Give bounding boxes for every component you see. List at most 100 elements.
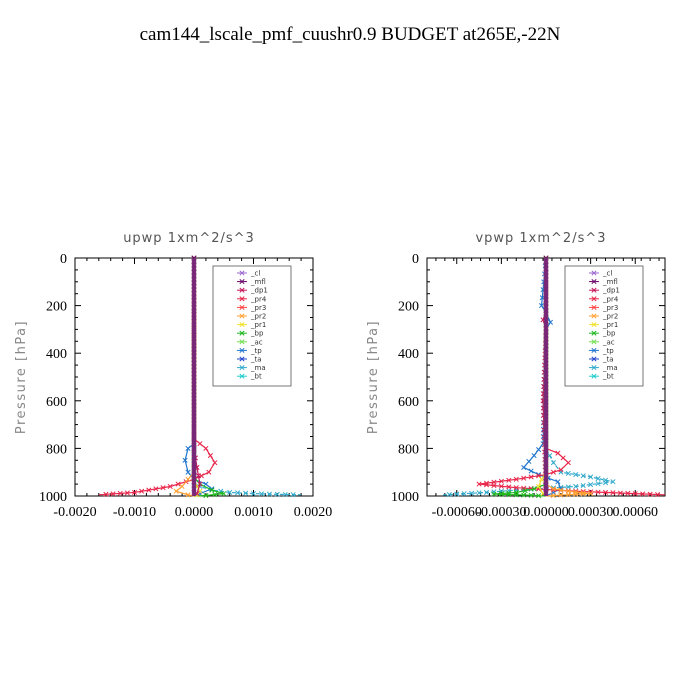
data-point-pr4 [558,467,564,473]
data-point-pr4 [647,491,653,497]
x-tick-label: -0.0020 [53,505,96,520]
y-tick-label: 600 [398,395,419,410]
data-point-tp [538,303,545,309]
legend-label: _ta [250,356,262,364]
data-point-ma [243,490,249,496]
data-point-pr4 [550,469,556,475]
data-point-tp [182,457,188,463]
legend-label: _pr2 [250,313,266,321]
legend-label: _tp [602,347,614,355]
data-point-pr1 [538,476,545,482]
data-point-ma [266,491,272,497]
data-point-bp [513,492,519,498]
y-tick-label: 400 [46,347,67,362]
y-tick-label: 800 [398,442,419,457]
legend-label: _pr4 [250,295,267,303]
data-point-ma [610,479,616,485]
data-point-pr4 [483,482,490,488]
data-point-pr2 [580,490,586,496]
legend-label: _cl [602,270,612,278]
data-point-bp [528,492,534,498]
legend-label: _ma [250,364,266,372]
data-point-ma [573,472,579,478]
legend-label: _pr4 [602,295,619,303]
data-point-ma [565,470,571,476]
figure-title: cam144_lscale_pmf_cuushr0.9 BUDGET at265… [140,24,561,45]
data-point-pr4 [610,490,616,496]
legend-label: _bt [602,373,614,381]
data-point-pr4 [595,489,601,495]
data-point-pr4 [476,481,482,487]
legend-label: _pr3 [602,304,618,312]
data-point-pr4 [131,489,138,495]
data-point-tp [203,481,209,487]
legend-label: _dp1 [250,287,268,295]
y-tick-label: 0 [60,252,67,267]
data-point-pr4 [206,469,212,475]
data-point-pr4 [197,441,203,447]
data-point-pr2 [558,492,564,498]
y-axis-label: Pressure [hPa] [14,320,29,434]
legend-label: _bt [250,373,262,381]
central-profile-column [191,258,197,496]
data-point-pr1 [536,483,542,490]
y-tick-label: 400 [398,347,419,362]
data-point-pr2 [550,492,556,499]
legend-marker [591,279,597,285]
data-point-bp [498,490,504,497]
data-point-bp [209,487,215,493]
series-line-tp [184,258,214,497]
data-point-pr2 [550,486,556,492]
data-point-pr4 [513,485,519,491]
legend-marker [591,373,597,379]
legend-marker [591,287,597,293]
legend-marker [239,322,245,328]
legend-marker [591,304,597,310]
legend-label: _bp [250,330,264,338]
legend: _cl_mfl_dp1_pr4_pr3_pr2_pr1_bp_ac_tp_ta_… [564,265,644,387]
data-point-tp [528,468,534,474]
y-tick-label: 800 [46,442,67,457]
data-point-pr2 [588,491,594,497]
data-point-ma [258,491,264,497]
y-axis-label: Pressure [hPa] [366,320,381,434]
series-line-bp [493,258,547,497]
data-point-tp [521,464,527,470]
data-point-pr4 [153,486,159,492]
data-point-pr2 [565,492,571,498]
legend-marker [239,304,245,310]
legend-box [212,265,292,387]
data-point-pr4 [640,491,646,497]
data-point-ma [573,483,579,490]
plots-group: upwp 1xm^2/s^3 Pressure [hPa] 0 200 400 600 80… [14,231,666,520]
data-point-pr4 [207,452,213,459]
data-point-tp [555,479,561,485]
data-point-ma [274,491,280,497]
data-point-pr2 [573,491,579,497]
data-point-pr4 [491,482,497,489]
data-point-ma [282,491,288,498]
legend-marker [591,356,597,362]
data-point-pr2 [580,491,586,497]
data-point-bp [506,490,512,496]
data-point-pr4 [625,490,631,496]
x-tick-label: -0.00060 [432,505,482,520]
legend-marker [591,313,597,319]
data-point-bp [522,488,528,494]
data-point-pr4 [160,485,166,491]
y-tick-label: 0 [412,252,419,267]
data-point-ma [602,480,609,486]
data-point-pr2 [185,476,191,482]
data-point-pr4 [565,460,571,466]
data-point-pr4 [146,487,152,493]
data-point-bp [212,492,218,498]
data-point-pr4 [483,480,490,486]
data-point-pr4 [212,460,218,466]
data-point-pr2 [185,492,191,498]
data-point-pr4 [117,490,123,496]
data-point-pr4 [506,477,512,483]
chart-panel-2: vpwp 1xm^2/s^3 Pressure [hPa] 0 200 400 600 80… [366,231,666,520]
data-point-tp [526,458,532,465]
legend-marker [239,330,245,336]
data-point-ma [290,492,296,498]
